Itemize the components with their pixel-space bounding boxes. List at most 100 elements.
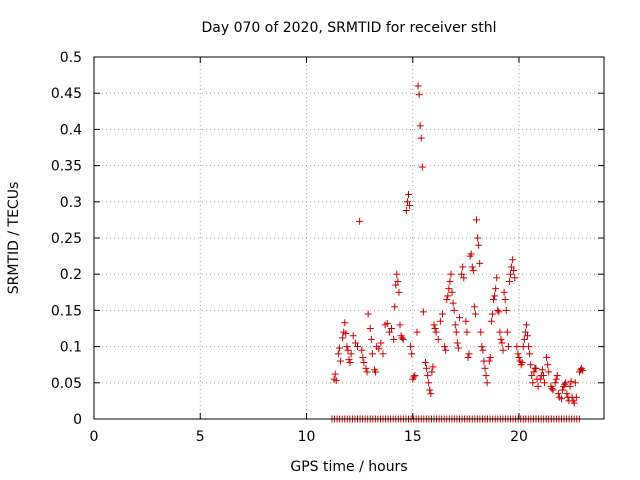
chart-title: Day 070 of 2020, SRMTID for receiver sth… <box>202 20 497 36</box>
data-point <box>468 263 476 271</box>
data-point <box>426 386 434 394</box>
data-point <box>428 368 436 376</box>
data-point <box>395 288 403 296</box>
data-point <box>413 328 421 336</box>
data-point <box>507 270 514 278</box>
data-point <box>450 306 458 314</box>
data-point <box>500 288 508 296</box>
data-point <box>534 382 542 390</box>
x-tick-label: 5 <box>196 429 205 445</box>
data-point <box>410 373 418 381</box>
data-point <box>390 335 398 343</box>
data-point <box>432 328 440 336</box>
data-point <box>417 134 425 142</box>
data-point <box>422 359 429 367</box>
data-point <box>503 328 511 336</box>
data-point <box>513 343 521 351</box>
data-point <box>372 368 380 376</box>
data-point <box>425 379 433 387</box>
scatter-series <box>328 82 587 423</box>
data-point <box>495 308 503 316</box>
y-tick-label: 0.4 <box>60 122 82 138</box>
data-point <box>358 346 366 354</box>
data-point <box>345 356 353 364</box>
data-point <box>541 379 548 387</box>
data-point <box>394 277 402 285</box>
data-point <box>487 317 495 325</box>
data-point <box>493 274 501 282</box>
data-point <box>499 346 507 354</box>
data-point <box>566 382 574 390</box>
data-point <box>429 363 437 371</box>
data-point <box>553 372 561 380</box>
data-point <box>337 357 344 365</box>
data-point <box>405 191 412 199</box>
data-point <box>366 325 374 332</box>
data-point <box>393 270 401 278</box>
data-point <box>407 343 415 351</box>
data-point <box>367 335 375 343</box>
data-point <box>452 328 460 336</box>
data-point <box>548 385 556 393</box>
data-point <box>552 375 560 383</box>
data-point <box>532 364 540 372</box>
data-point <box>490 296 497 304</box>
data-point <box>351 339 359 347</box>
data-point <box>563 390 571 398</box>
data-point <box>445 285 453 293</box>
data-point <box>347 350 355 358</box>
data-point <box>449 299 457 307</box>
data-point <box>511 274 519 282</box>
data-point <box>456 314 463 322</box>
data-point <box>471 310 479 318</box>
data-point <box>360 359 368 367</box>
data-point <box>444 292 452 300</box>
y-tick-label: 0.35 <box>51 159 82 175</box>
data-point <box>385 328 393 336</box>
axis-ticks: 0 5 10 15 20 0 0.05 0.1 0.15 0.2 0.25 0.3 0.35 0.4 0.4… <box>51 50 604 445</box>
data-point <box>536 375 544 383</box>
data-point <box>453 339 461 347</box>
y-tick-label: 0.5 <box>60 50 82 66</box>
data-point <box>460 274 468 282</box>
data-point <box>486 353 494 361</box>
data-point <box>411 372 419 380</box>
data-point <box>501 296 509 304</box>
data-point <box>477 328 485 336</box>
y-tick-label: 0.15 <box>51 303 82 319</box>
data-point <box>498 339 506 347</box>
data-point <box>572 393 580 401</box>
data-point <box>508 263 516 271</box>
data-point <box>479 346 487 354</box>
data-point <box>473 216 480 224</box>
data-point <box>485 357 493 365</box>
data-point <box>349 332 357 340</box>
data-point <box>342 330 350 338</box>
data-point <box>335 344 343 352</box>
data-point <box>527 361 535 369</box>
data-point <box>339 334 347 342</box>
data-point <box>364 310 372 318</box>
data-point <box>544 361 552 369</box>
data-point <box>359 353 367 361</box>
data-point <box>406 201 414 209</box>
data-point <box>424 372 432 380</box>
data-point <box>571 379 579 387</box>
y-tick-label: 0.25 <box>51 231 82 247</box>
data-point <box>497 335 505 343</box>
data-point <box>545 368 553 376</box>
data-point <box>524 332 531 340</box>
data-point <box>341 319 349 327</box>
data-point <box>331 370 339 378</box>
data-point <box>408 350 416 358</box>
data-point <box>362 364 370 372</box>
y-tick-label: 0.2 <box>60 267 82 283</box>
y-tick-label: 0 <box>73 412 82 428</box>
data-point <box>451 321 459 329</box>
data-point <box>439 310 446 318</box>
data-point <box>363 368 371 376</box>
data-point <box>354 343 361 351</box>
data-point <box>446 277 454 285</box>
data-point <box>554 390 562 398</box>
data-point <box>356 217 364 225</box>
